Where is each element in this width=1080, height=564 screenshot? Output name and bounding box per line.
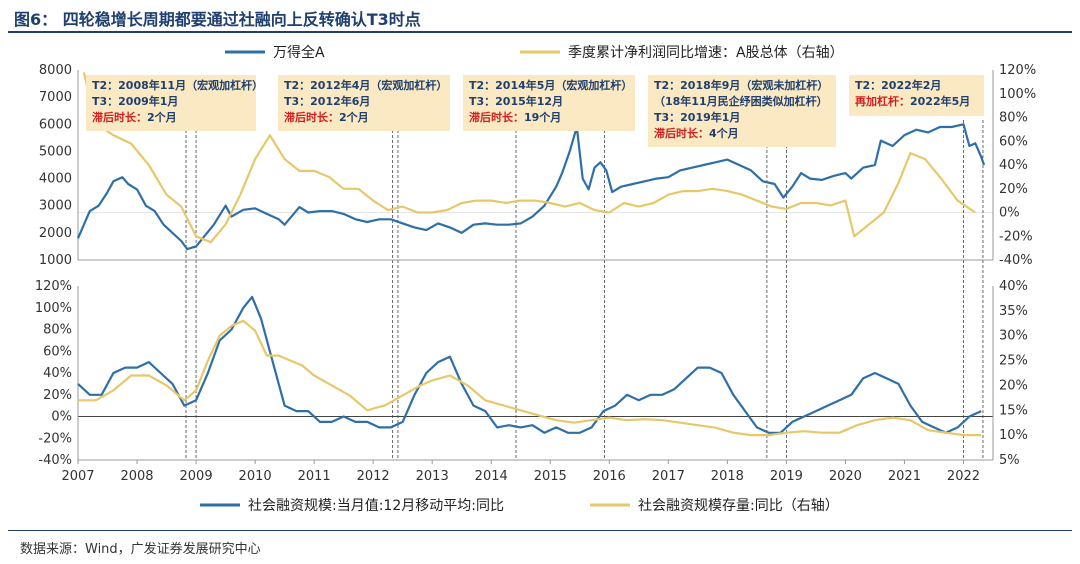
annotation-box (648, 75, 836, 147)
x-tick-label: 2018 (711, 469, 744, 484)
legend-top-profit-growth-label: 季度累计净利润同比增速：A股总体（右轴） (568, 45, 844, 61)
bottom-left-tick-label: -20% (38, 431, 72, 446)
bottom-rule (8, 530, 1072, 531)
annotation-t2: T2：2014年5月（宏观加杠杆） (469, 78, 632, 92)
annotation-lag: 滞后时长：2个月 (284, 110, 369, 124)
x-tick-label: 2009 (180, 469, 213, 484)
top-right-tick-label: 0% (999, 206, 1020, 221)
annotation-lag-value: 4个月 (709, 126, 739, 140)
top-right-tick-label: -40% (999, 253, 1033, 268)
top-right-tick-label: 60% (999, 134, 1028, 149)
x-tick-label: 2012 (357, 469, 390, 484)
top-right-tick-label: 40% (999, 158, 1028, 173)
title-rule (8, 31, 1072, 33)
annotation-lag-value: 19个月 (524, 110, 561, 124)
bottom-right-tick-label: 25% (999, 354, 1028, 369)
x-tick-label: 2013 (416, 469, 449, 484)
legend-bottom-tsf-flow-label: 社会融资规模:当月值:12月移动平均:同比 (248, 498, 504, 514)
top-left-tick-label: 8000 (39, 63, 72, 78)
figure-title: 图6： 四轮稳增长周期都要通过社融向上反转确认T3时点 (14, 10, 421, 29)
top-right-tick-label: -20% (999, 229, 1033, 244)
top-left-tick-label: 2000 (39, 226, 72, 241)
top-left-tick-label: 7000 (39, 90, 72, 105)
x-tick-label: 2016 (593, 469, 626, 484)
annotation-lag-value: 2个月 (339, 110, 369, 124)
annotation-lag: 滞后时长：2个月 (92, 110, 177, 124)
x-tick-label: 2020 (829, 469, 862, 484)
top-left-tick-label: 4000 (39, 172, 72, 187)
bottom-left-tick-label: -40% (38, 453, 72, 468)
x-tick-label: 2022 (947, 469, 980, 484)
bottom-right-tick-label: 5% (999, 453, 1020, 468)
top-right-tick-label: 20% (999, 182, 1028, 197)
bottom-series-right (78, 319, 982, 437)
top-left-tick-label: 1000 (39, 253, 72, 268)
x-tick-label: 2017 (652, 469, 685, 484)
annotation-t2-extra: （18年11月民企纾困类似加杠杆） (654, 94, 828, 108)
x-tick-label: 2021 (888, 469, 921, 484)
bottom-right-tick-label: 40% (999, 279, 1028, 294)
annotation-t3: T3：2019年1月 (654, 110, 740, 124)
x-tick-label: 2014 (475, 469, 508, 484)
bottom-series-left (77, 295, 982, 434)
top-right-tick-label: 80% (999, 111, 1028, 126)
annotation-t2: T2：2012年4月（宏观加杠杆） (284, 78, 447, 92)
x-tick-label: 2015 (534, 469, 567, 484)
annotation-box (86, 75, 256, 131)
top-right-tick-label: 120% (999, 63, 1036, 78)
annotation-lag-value: 2022年5月 (910, 94, 970, 108)
top-left-tick-label: 6000 (39, 117, 72, 132)
bottom-right-tick-label: 35% (999, 304, 1028, 319)
bottom-left-tick-label: 40% (43, 366, 72, 381)
x-tick-label: 2011 (298, 469, 331, 484)
annotation-lag: 再加杠杆：2022年5月 (855, 94, 970, 108)
bottom-left-tick-label: 60% (43, 344, 72, 359)
annotation-lag-label: 滞后时长： (92, 110, 147, 124)
bottom-right-tick-label: 15% (999, 403, 1028, 418)
annotation-box (278, 75, 450, 131)
annotation-box (463, 75, 635, 131)
annotation-lag-label: 再加杠杆： (855, 94, 910, 108)
top-series-left (76, 123, 986, 251)
annotation-lag-value: 2个月 (147, 110, 177, 124)
source-note: 数据来源：Wind，广发证券发展研究中心 (20, 542, 261, 557)
legend-bottom-tsf-stock-label: 社会融资规模存量:同比（右轴） (638, 498, 839, 514)
bottom-right-tick-label: 30% (999, 329, 1028, 344)
annotation-lag: 滞后时长：19个月 (469, 110, 561, 124)
annotation-lag-label: 滞后时长： (654, 126, 709, 140)
annotation-t3: T3：2015年12月 (469, 94, 563, 108)
annotation-t2: T2：2018年9月（宏观未加杠杆） (654, 78, 828, 92)
bottom-left-tick-label: 100% (35, 301, 72, 316)
top-series-right (82, 72, 976, 244)
bottom-right-tick-label: 20% (999, 378, 1028, 393)
annotation-lag-label: 滞后时长： (469, 110, 524, 124)
bottom-left-tick-label: 0% (51, 410, 72, 425)
annotation-t3: T3：2009年1月 (92, 94, 178, 108)
x-tick-label: 2019 (770, 469, 803, 484)
bottom-left-tick-label: 20% (43, 388, 72, 403)
annotation-lag: 滞后时长：4个月 (654, 126, 739, 140)
x-tick-label: 2008 (120, 469, 153, 484)
top-right-tick-label: 100% (999, 87, 1036, 102)
top-left-tick-label: 3000 (39, 199, 72, 214)
chart-canvas: 8000 7000 6000 5000 4000 3000 2000 1000 120% 100%… (35, 44, 1036, 514)
bottom-left-tick-label: 80% (43, 323, 72, 338)
annotation-box (849, 75, 984, 116)
annotation-t2: T2：2022年2月 (855, 78, 941, 92)
top-left-tick-label: 5000 (39, 144, 72, 159)
annotation-t2: T2：2008年11月（宏观加杠杆） (92, 78, 263, 92)
x-tick-label: 2007 (61, 469, 94, 484)
x-tick-label: 2010 (239, 469, 272, 484)
annotation-lag-label: 滞后时长： (284, 110, 339, 124)
bottom-right-tick-label: 10% (999, 428, 1028, 443)
bottom-left-tick-label: 120% (35, 279, 72, 294)
legend-top-wind-a-label: 万得全A (273, 44, 325, 61)
annotation-t3: T3：2012年6月 (284, 94, 370, 108)
